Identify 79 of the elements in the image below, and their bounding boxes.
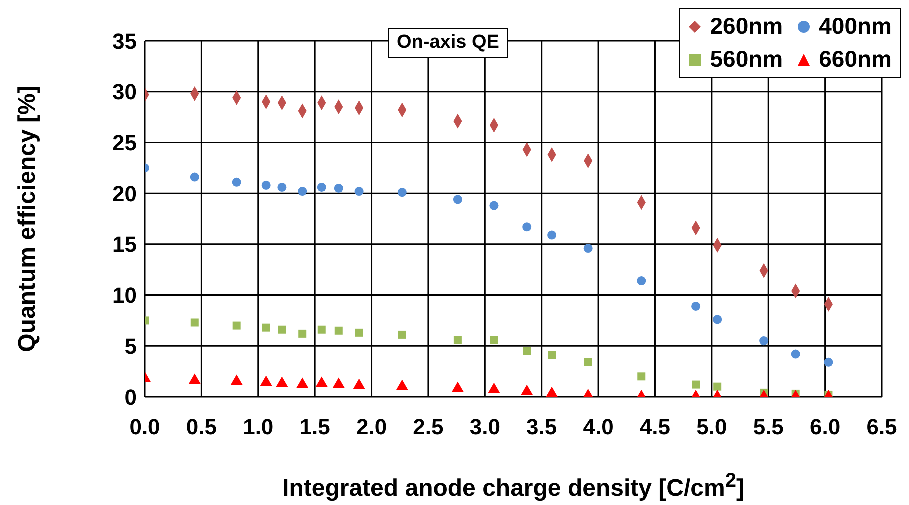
x-tick-label: 4.0 xyxy=(583,414,614,440)
point xyxy=(453,195,462,204)
y-tick-label: 15 xyxy=(112,232,137,258)
legend-label: 400nm xyxy=(819,13,892,40)
point xyxy=(334,326,343,335)
point xyxy=(824,358,834,367)
point xyxy=(791,350,800,359)
point xyxy=(316,376,328,388)
point xyxy=(521,384,534,396)
x-tick-label: 0.5 xyxy=(186,414,217,440)
x-tick-label: 6.0 xyxy=(810,414,841,440)
legend-label: 560nm xyxy=(710,46,784,73)
point xyxy=(190,318,199,327)
point xyxy=(398,330,406,339)
point xyxy=(232,322,241,330)
y-axis-title: Quantum efficiency [%] xyxy=(14,86,42,352)
x-tick-label: 1.0 xyxy=(243,414,274,440)
point xyxy=(523,347,532,356)
y-tick-label: 20 xyxy=(112,181,137,206)
point xyxy=(260,376,272,386)
x-tick-label: 2.5 xyxy=(413,414,444,440)
point xyxy=(760,336,769,346)
legend-label: 260nm xyxy=(710,13,784,40)
point xyxy=(278,326,286,334)
point xyxy=(584,244,593,253)
point xyxy=(584,358,592,366)
x-tick-label: 1.5 xyxy=(300,414,330,440)
point xyxy=(522,222,532,232)
y-tick-label: 30 xyxy=(112,80,137,105)
x-tick-label: 6.5 xyxy=(866,414,898,440)
point xyxy=(276,376,288,388)
legend-label: 660nm xyxy=(819,46,892,73)
point xyxy=(298,187,308,196)
point xyxy=(188,374,201,384)
point xyxy=(637,276,646,286)
x-tick-label: 5.0 xyxy=(696,414,728,440)
point xyxy=(546,386,558,397)
x-axis-title: Integrated anode charge density [C/cm$^{2}$] xyxy=(282,470,746,503)
chart-title: On-axis QE xyxy=(388,28,508,58)
y-tick-label: 10 xyxy=(112,283,137,308)
point xyxy=(262,324,270,332)
point xyxy=(355,328,364,337)
point xyxy=(230,374,243,386)
point xyxy=(396,380,408,390)
point xyxy=(278,182,287,192)
x-tick-label: 0.0 xyxy=(130,414,160,440)
point xyxy=(692,380,700,389)
point xyxy=(398,188,407,198)
point xyxy=(548,230,557,240)
point xyxy=(262,180,271,190)
x-tick-label: 3.5 xyxy=(526,414,558,440)
y-tick-label: 35 xyxy=(112,28,137,54)
x-tick-label: 4.5 xyxy=(640,414,671,440)
x-tick-label: 2.0 xyxy=(356,414,388,440)
x-tick-label: 5.5 xyxy=(753,414,784,440)
point xyxy=(490,336,498,344)
y-tick-label: 5 xyxy=(124,334,137,359)
point xyxy=(490,201,499,210)
point xyxy=(692,302,701,311)
point xyxy=(452,382,464,392)
point xyxy=(548,351,556,360)
point xyxy=(317,182,326,192)
point xyxy=(296,378,309,388)
y-tick-label: 25 xyxy=(112,130,137,156)
point xyxy=(353,378,366,390)
point xyxy=(714,382,722,391)
y-tick-label: 0 xyxy=(124,384,137,410)
x-tick-label: 3.0 xyxy=(470,414,500,440)
point xyxy=(638,372,646,381)
point xyxy=(190,172,200,182)
point xyxy=(488,382,500,394)
point xyxy=(334,184,344,193)
point xyxy=(232,178,242,187)
point xyxy=(713,315,722,324)
point xyxy=(354,187,364,196)
point xyxy=(298,330,307,338)
point xyxy=(454,336,462,344)
point xyxy=(318,326,326,334)
point xyxy=(332,378,345,388)
